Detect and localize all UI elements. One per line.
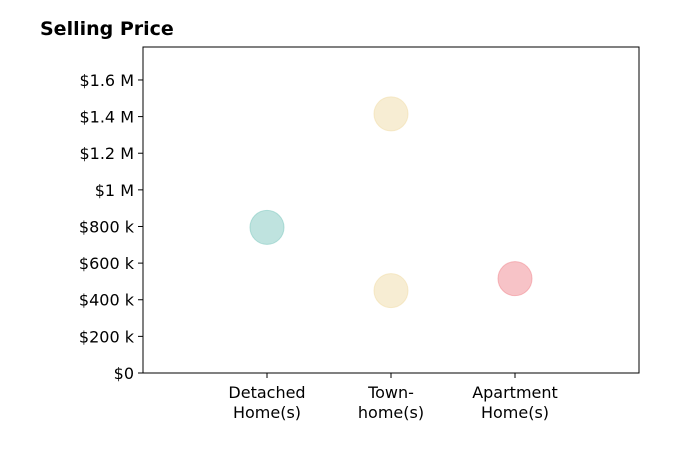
y-tick-label: $800 k xyxy=(79,217,135,236)
x-tick-label: Detached Home(s) xyxy=(228,383,305,422)
y-tick-label: $0 xyxy=(114,364,134,383)
x-tick-label: Town-home(s) xyxy=(358,383,424,422)
y-tick-label: $1.2 M xyxy=(79,144,134,163)
data-point xyxy=(373,273,409,309)
y-axis: $0 $200 k $400 k $600 k $800 k $1 M $1.2 M $1.4… xyxy=(79,71,143,383)
data-point xyxy=(373,96,409,132)
y-tick-label: $1 M xyxy=(95,181,134,200)
x-axis: Detached Home(s) Town-home(s) Apartment Home… xyxy=(228,373,558,422)
y-tick-label: $600 k xyxy=(79,254,135,273)
plot-frame xyxy=(142,46,640,374)
x-tick-label: Apartment Home(s) xyxy=(472,383,558,422)
data-point xyxy=(249,209,285,245)
y-tick-label: $200 k xyxy=(79,327,135,346)
y-tick-label: $1.6 M xyxy=(79,71,134,90)
data-point xyxy=(497,261,533,297)
y-tick-label: $1.4 M xyxy=(79,108,134,127)
chart-title: Selling Price xyxy=(40,18,174,40)
y-tick-label: $400 k xyxy=(79,291,135,310)
data-points xyxy=(249,96,533,309)
